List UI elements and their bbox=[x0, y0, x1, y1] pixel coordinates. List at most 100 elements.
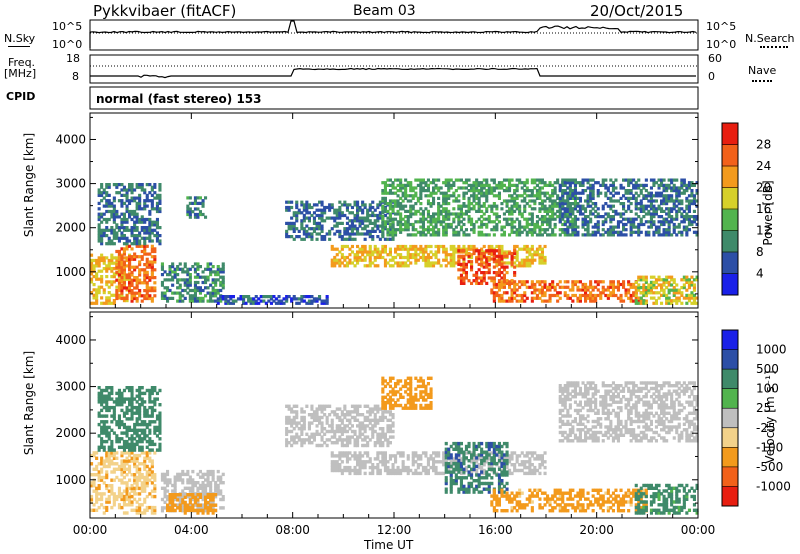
heatmap-cell bbox=[515, 230, 519, 234]
nsearch-label: N.Search bbox=[745, 32, 795, 45]
heatmap-cell bbox=[530, 247, 534, 251]
heatmap-cell bbox=[100, 239, 104, 243]
heatmap-cell bbox=[690, 283, 694, 287]
heatmap-cell bbox=[120, 397, 124, 401]
heatmap-cell bbox=[482, 212, 486, 216]
heatmap-cell bbox=[566, 212, 570, 216]
heatmap-cell bbox=[660, 233, 664, 237]
heatmap-cell bbox=[193, 275, 197, 279]
heatmap-cell bbox=[176, 299, 180, 303]
heatmap-cell bbox=[371, 221, 375, 225]
heatmap-cell bbox=[295, 413, 299, 417]
heatmap-cell bbox=[150, 223, 154, 227]
heatmap-cell bbox=[107, 296, 111, 300]
heatmap-cell bbox=[578, 196, 582, 200]
heatmap-cell bbox=[140, 403, 144, 407]
heatmap-cell bbox=[388, 183, 392, 187]
heatmap-cell bbox=[171, 291, 175, 295]
heatmap-cell bbox=[356, 208, 360, 212]
heatmap-cell bbox=[632, 186, 636, 190]
heatmap-cell bbox=[467, 215, 471, 219]
heatmap-cell bbox=[680, 199, 684, 203]
heatmap-cell bbox=[530, 178, 534, 182]
heatmap-cell bbox=[670, 288, 674, 292]
heatmap-cell bbox=[543, 285, 547, 289]
heatmap-cell bbox=[97, 400, 101, 404]
heatmap-cell bbox=[145, 263, 149, 267]
heatmap-cell bbox=[196, 481, 200, 485]
heatmap-cell bbox=[150, 462, 154, 466]
heatmap-cell bbox=[153, 486, 157, 491]
heatmap-cell bbox=[102, 196, 106, 200]
heatmap-cell bbox=[485, 209, 489, 213]
heatmap-cell bbox=[128, 486, 132, 491]
heatmap-cell bbox=[224, 295, 228, 299]
heatmap-cell bbox=[439, 212, 443, 216]
heatmap-cell bbox=[211, 472, 215, 477]
heatmap-cell bbox=[381, 209, 385, 213]
heatmap-cell bbox=[442, 199, 446, 203]
heatmap-cell bbox=[421, 247, 425, 251]
heatmap-cell bbox=[452, 244, 456, 249]
heatmap-cell bbox=[153, 196, 157, 200]
heatmap-cell bbox=[535, 191, 539, 195]
heatmap-cell bbox=[328, 237, 332, 241]
heatmap-cell bbox=[112, 207, 116, 211]
heatmap-cell bbox=[685, 189, 689, 193]
heatmap-cell bbox=[383, 199, 387, 203]
heatmap-cell bbox=[206, 267, 210, 271]
heatmap-cell bbox=[290, 235, 294, 239]
heatmap-cell bbox=[371, 200, 375, 204]
heatmap-cell bbox=[662, 278, 666, 282]
heatmap-cell bbox=[515, 299, 519, 303]
heatmap-cell bbox=[639, 286, 643, 290]
heatmap-cell bbox=[667, 212, 671, 216]
heatmap-cell bbox=[90, 497, 94, 502]
heatmap-cell bbox=[444, 209, 448, 213]
heatmap-cell bbox=[381, 189, 385, 193]
heatmap-cell bbox=[145, 252, 149, 256]
heatmap-cell bbox=[515, 194, 519, 198]
heatmap-cell bbox=[654, 194, 658, 198]
heatmap-cell bbox=[561, 285, 565, 289]
heatmap-cell bbox=[130, 247, 134, 251]
heatmap-cell bbox=[148, 439, 152, 444]
heatmap-cell bbox=[188, 475, 192, 479]
heatmap-cell bbox=[143, 191, 147, 195]
heatmap-cell bbox=[100, 445, 104, 449]
heatmap-cell bbox=[487, 189, 491, 193]
heatmap-cell bbox=[368, 253, 372, 257]
heatmap-cell bbox=[573, 222, 577, 227]
heatmap-cell bbox=[107, 448, 111, 452]
heatmap-cell bbox=[687, 207, 691, 211]
heatmap-cell bbox=[690, 215, 694, 219]
heatmap-cell bbox=[186, 506, 190, 510]
heatmap-cell bbox=[662, 199, 666, 203]
heatmap-cell bbox=[335, 429, 339, 434]
heatmap-cell bbox=[629, 209, 633, 213]
heatmap-cell bbox=[497, 181, 501, 185]
heatmap-cell bbox=[553, 204, 557, 208]
heatmap-cell bbox=[107, 464, 111, 469]
heatmap-cell bbox=[627, 196, 631, 200]
heatmap-cell bbox=[135, 394, 139, 398]
heatmap-cell bbox=[548, 183, 552, 187]
heatmap-cell bbox=[178, 500, 182, 504]
heatmap-cell bbox=[695, 296, 699, 300]
heatmap-cell bbox=[282, 301, 286, 305]
heatmap-cell bbox=[125, 217, 129, 222]
heatmap-cell bbox=[363, 203, 367, 207]
heatmap-cell bbox=[135, 286, 139, 290]
heatmap-cell bbox=[100, 494, 104, 499]
heatmap-cell bbox=[102, 267, 106, 271]
heatmap-cell bbox=[330, 264, 334, 268]
heatmap-cell bbox=[181, 278, 185, 282]
heatmap-cell bbox=[642, 288, 646, 292]
heatmap-cell bbox=[386, 178, 390, 182]
heatmap-cell bbox=[665, 230, 669, 234]
heatmap-cell bbox=[482, 276, 486, 280]
heatmap-cell bbox=[538, 261, 542, 265]
heatmap-cell bbox=[482, 222, 486, 227]
heatmap-cell bbox=[424, 244, 428, 249]
heatmap-cell bbox=[530, 220, 534, 224]
